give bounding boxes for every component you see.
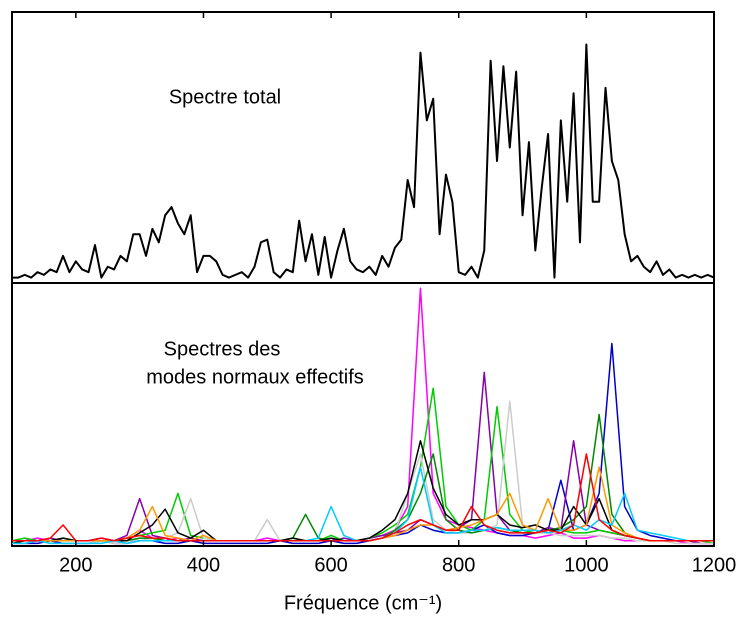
spectrum-line (12, 453, 714, 542)
annotation: modes normaux effectifs (146, 366, 364, 388)
x-tick-label: 600 (314, 554, 347, 576)
annotation: Spectres des (164, 338, 281, 360)
spectrum-line (12, 371, 714, 545)
frame (11, 11, 715, 547)
x-tick-label: 800 (442, 554, 475, 576)
x-tick-label: 1200 (692, 554, 737, 576)
x-tick-label: 200 (59, 554, 92, 576)
spectrum-line (11, 440, 714, 545)
spectrum-line (12, 287, 714, 545)
spectrum-line (12, 466, 714, 542)
x-tick-label: 400 (187, 554, 220, 576)
x-tick-label: 1000 (564, 554, 609, 576)
x-axis-label: Fréquence (cm⁻¹) (284, 592, 442, 614)
annotation: Spectre total (169, 86, 281, 108)
spectrum-line (12, 43, 715, 279)
spectrum-line (11, 387, 715, 545)
